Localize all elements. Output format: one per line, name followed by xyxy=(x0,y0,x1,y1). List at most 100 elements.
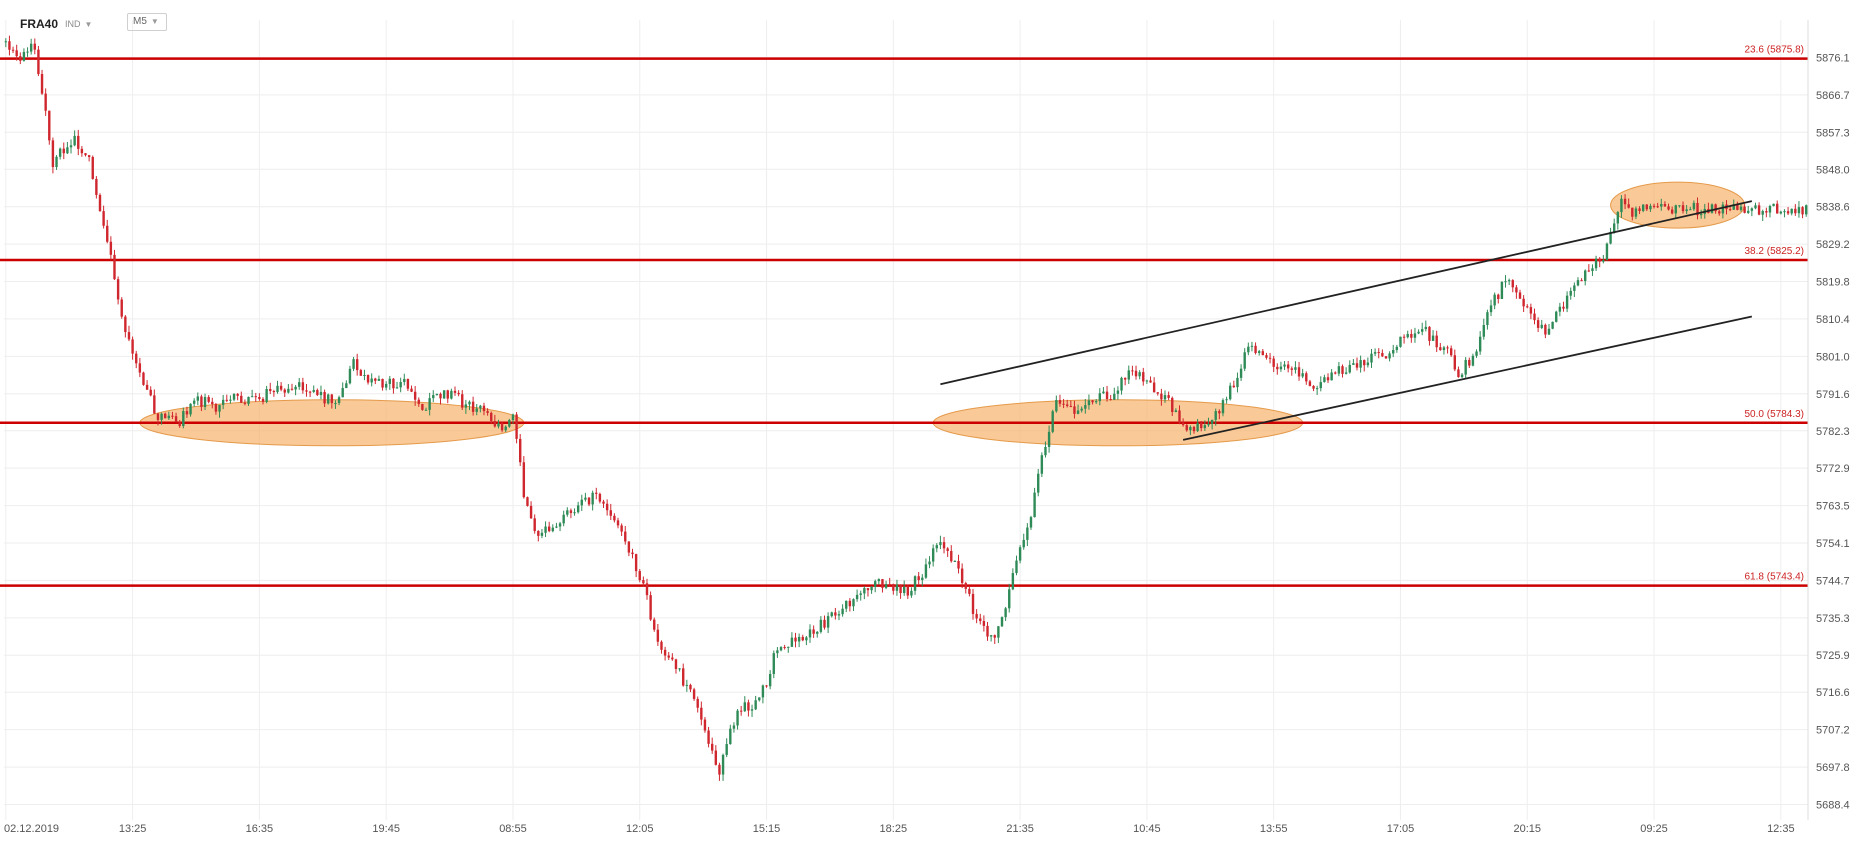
candle-body xyxy=(587,497,591,505)
candle-body xyxy=(1497,294,1500,299)
candle-body xyxy=(399,382,402,388)
y-tick-label: 5819.8 xyxy=(1816,277,1850,289)
candle-body xyxy=(1210,419,1214,424)
candle-body xyxy=(1544,324,1547,335)
candle-body xyxy=(1768,206,1772,213)
candle-body xyxy=(359,370,363,376)
candle-body xyxy=(899,584,902,594)
candle-body xyxy=(1337,366,1341,374)
candle-body xyxy=(551,527,555,532)
candle-body xyxy=(1076,410,1080,414)
candle-body xyxy=(1779,211,1783,214)
y-tick-label: 5876.1 xyxy=(1816,52,1850,64)
x-tick-label: 12:35 xyxy=(1767,823,1795,835)
candle-body xyxy=(1087,400,1091,406)
candle-body xyxy=(1623,198,1627,205)
candle-body xyxy=(1529,307,1533,314)
candle-body xyxy=(4,41,8,43)
candle-body xyxy=(1395,346,1399,350)
candle-body xyxy=(1743,206,1746,213)
candle-body xyxy=(1721,204,1725,214)
candle-body xyxy=(663,649,667,656)
candle-body xyxy=(1699,213,1703,216)
candle-body xyxy=(352,359,355,369)
candle-body xyxy=(1435,335,1438,348)
candle-body xyxy=(1254,345,1257,353)
x-tick-label: 12:05 xyxy=(626,823,654,835)
candle-body xyxy=(1584,270,1587,282)
candle-body xyxy=(863,588,866,594)
candle-body xyxy=(1185,425,1188,431)
candle-body xyxy=(1037,473,1040,493)
candle-body xyxy=(337,397,341,404)
candle-body xyxy=(1507,280,1511,282)
candle-body xyxy=(682,668,685,686)
candle-body xyxy=(1500,281,1504,299)
candle-body xyxy=(946,548,949,551)
y-tick-label: 5848.0 xyxy=(1816,164,1850,176)
candle-body xyxy=(98,194,102,212)
candle-body xyxy=(761,685,765,698)
candle-body xyxy=(261,399,265,402)
candle-body xyxy=(1225,399,1228,401)
candle-body xyxy=(1116,390,1120,394)
candle-body xyxy=(1247,346,1250,353)
indicator-dropdown[interactable]: IND ▼ xyxy=(65,19,92,29)
candle-body xyxy=(341,388,344,398)
candle-body xyxy=(1084,405,1087,409)
candle-body xyxy=(1008,589,1011,609)
symbol-label[interactable]: FRA40 xyxy=(20,17,59,31)
candle-body xyxy=(1431,335,1435,341)
candle-body xyxy=(642,580,645,584)
candle-body xyxy=(330,394,334,404)
candle-body xyxy=(1392,349,1395,354)
candle-body xyxy=(1533,313,1536,321)
candle-body xyxy=(1468,359,1471,366)
candle-body xyxy=(989,635,993,637)
candle-body xyxy=(1058,400,1062,404)
candle-body xyxy=(1602,259,1605,262)
fib-level-label: 61.8 (5743.4) xyxy=(1745,572,1805,583)
candle-body xyxy=(1580,280,1583,282)
candle-body xyxy=(1714,204,1717,212)
candle-body xyxy=(240,395,243,403)
candle-body xyxy=(87,155,91,158)
candle-body xyxy=(544,526,547,533)
candle-body xyxy=(1200,422,1203,429)
candle-body xyxy=(287,388,290,393)
candle-body xyxy=(616,520,620,526)
candle-body xyxy=(721,754,725,775)
candle-body xyxy=(537,530,540,536)
candle-body xyxy=(1156,392,1159,394)
candle-body xyxy=(1330,372,1333,381)
candle-body xyxy=(1489,305,1493,313)
candle-body xyxy=(153,395,156,414)
candle-body xyxy=(1051,411,1054,432)
candle-body xyxy=(1460,374,1464,378)
candle-body xyxy=(739,710,743,712)
timeframe-dropdown[interactable]: M5 ▼ xyxy=(127,13,167,31)
candle-body xyxy=(1685,209,1688,212)
chevron-down-icon: ▼ xyxy=(84,20,93,29)
candle-body xyxy=(84,153,87,156)
candle-body xyxy=(1417,331,1420,334)
candle-body xyxy=(192,400,196,404)
candle-body xyxy=(106,225,109,242)
candle-body xyxy=(95,178,98,195)
candle-body xyxy=(69,145,73,148)
candle-body xyxy=(384,383,388,388)
candle-body xyxy=(874,581,877,588)
candle-body xyxy=(442,390,446,399)
candle-body xyxy=(1047,431,1051,447)
candle-body xyxy=(950,550,953,562)
candle-body xyxy=(1250,345,1254,347)
candle-body xyxy=(1381,352,1384,357)
trendlines xyxy=(940,200,1753,441)
candle-body xyxy=(573,512,576,514)
candle-body xyxy=(301,382,305,391)
candle-body xyxy=(1174,410,1178,412)
candle-body xyxy=(1620,198,1623,213)
candle-body xyxy=(432,395,435,399)
candle-body xyxy=(816,631,819,634)
